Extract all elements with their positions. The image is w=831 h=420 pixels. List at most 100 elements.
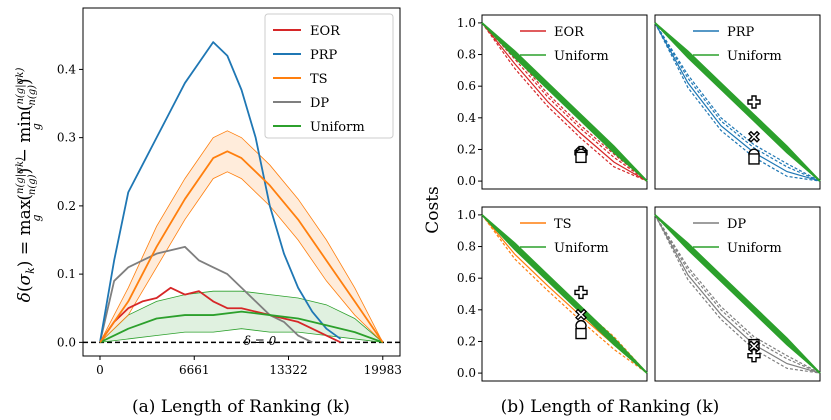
series-line-uniform — [481, 214, 648, 374]
chart-b: 0.00.20.40.60.81.0EORUniformPRPUniform0.… — [423, 14, 821, 417]
series-line-uniform — [481, 214, 648, 374]
panel-eor: 0.0 0.2 0.4 0.6 0.8 1.0 EOR Uniform — [457, 14, 648, 190]
chart-a-legend: EOR PRP TS DP Uniform — [264, 13, 394, 139]
series-line-dp — [654, 214, 821, 374]
series-line-eor — [481, 22, 648, 182]
series-line-uniform — [481, 214, 648, 374]
legend-label: EOR — [554, 25, 585, 40]
marker-square — [575, 151, 587, 164]
series-line-dp — [654, 214, 821, 374]
marker-square — [748, 153, 760, 165]
legend-label: Uniform — [310, 120, 365, 135]
panel-ts: 0.0 0.2 0.4 0.6 0.8 1.0 TS Uniform — [457, 206, 648, 382]
series-line-uniform — [654, 214, 821, 374]
marker-plus — [747, 95, 761, 109]
series-line-uniform — [654, 22, 821, 182]
y-tick-label: 0.0 — [457, 366, 476, 380]
chart-a-ticks: 0 6661 13322 19983 0.0 0.1 0.2 0.3 0.4 — [57, 62, 402, 377]
legend-label: Uniform — [727, 49, 782, 64]
series-line-prp — [654, 22, 821, 182]
x-tick-label: 6661 — [179, 363, 210, 377]
chart-b-caption: (b) Length of Ranking (k) — [501, 397, 720, 417]
panel-prp: PRP Uniform — [654, 14, 821, 190]
chart-a-frame — [82, 7, 401, 357]
series-line-uniform — [481, 22, 648, 182]
series-line-uniform — [99, 310, 384, 344]
uniform-band-edge — [99, 328, 383, 343]
ts-band-edge — [99, 130, 384, 343]
uniform-band-edge — [99, 290, 384, 343]
y-tick-label: 0.2 — [457, 142, 476, 156]
series-line-uniform — [481, 214, 648, 374]
legend-label: TS — [554, 217, 572, 232]
y-tick-label: 0.6 — [457, 271, 476, 285]
series-line-uniform — [654, 22, 821, 182]
panel-frame — [481, 206, 648, 382]
series-line-eor — [481, 22, 648, 182]
chart-a-caption: (a) Length of Ranking (k) — [132, 397, 350, 417]
panel-frame — [481, 14, 648, 190]
series-line-eor — [481, 22, 648, 182]
chart-b-panels: 0.00.20.40.60.81.0EORUniformPRPUniform0.… — [457, 14, 821, 382]
y-tick-label: 0.8 — [457, 48, 476, 62]
delta-zero-annotation: δ = 0 — [244, 334, 277, 348]
marker-cross — [748, 130, 760, 143]
x-tick-label: 0 — [96, 363, 104, 377]
series-line-ts — [481, 214, 648, 374]
legend-label: Uniform — [554, 241, 609, 256]
series-line-uniform — [654, 22, 821, 182]
legend-label: EOR — [310, 24, 341, 39]
uniform-band — [99, 291, 383, 343]
series-line-uniform — [481, 22, 648, 182]
series-line-uniform — [654, 214, 821, 374]
series-line-uniform — [654, 214, 821, 374]
chart-a-ylabel: δ(σk) = maxg(n(g|σk)n(g)) − ming(n(g|σk)… — [15, 68, 43, 303]
series-line-dp — [99, 245, 313, 344]
legend-box — [264, 13, 394, 139]
legend-label: Uniform — [727, 241, 782, 256]
series-line-prp — [654, 22, 821, 182]
y-tick-label: 0.4 — [457, 111, 476, 125]
legend-label: PRP — [310, 48, 338, 63]
series-line-prp — [654, 22, 821, 182]
marker-cross — [748, 340, 760, 353]
legend-label: PRP — [727, 25, 755, 40]
series-line-uniform — [481, 22, 648, 182]
marker-cross — [575, 308, 587, 321]
y-tick-label: 1.0 — [457, 208, 476, 222]
legend-label: DP — [727, 217, 746, 232]
marker-plus — [574, 285, 588, 300]
y-tick-label: 0.4 — [57, 62, 76, 76]
series-line-ts — [481, 214, 648, 374]
series-line-uniform — [481, 214, 648, 374]
legend-label: Uniform — [554, 49, 609, 64]
series-line-uniform — [481, 22, 648, 182]
panel-frame — [654, 206, 821, 382]
x-tick-label: 13322 — [269, 363, 307, 377]
series-line-uniform — [654, 214, 821, 374]
marker-plus — [747, 348, 761, 363]
y-tick-label: 0.2 — [457, 334, 476, 348]
series-line-eor — [99, 286, 341, 344]
y-tick-label: 0.1 — [57, 267, 76, 281]
y-tick-label: 0.3 — [57, 131, 76, 145]
series-line-uniform — [654, 22, 821, 182]
y-tick-label: 0.6 — [457, 79, 476, 93]
legend-label: DP — [310, 96, 329, 111]
chart-b-ylabel: Costs — [423, 186, 443, 234]
legend-label: TS — [310, 72, 328, 87]
panel-dp: DP Uniform — [654, 206, 821, 382]
series-line-uniform — [654, 22, 821, 182]
chart-a-series — [83, 41, 400, 344]
panel-frame — [654, 14, 821, 190]
chart-a: 0 6661 13322 19983 0.0 0.1 0.2 0.3 0.4 δ = 0 EOR… — [15, 7, 402, 417]
y-tick-label: 0.4 — [457, 303, 476, 317]
ts-band — [99, 130, 383, 343]
series-line-uniform — [654, 214, 821, 374]
y-tick-label: 0.0 — [57, 335, 76, 349]
y-tick-label: 0.0 — [457, 174, 476, 188]
y-tick-label: 0.2 — [57, 199, 76, 213]
series-line-prp — [654, 22, 821, 182]
series-line-ts — [99, 150, 384, 343]
y-tick-label: 1.0 — [457, 16, 476, 30]
